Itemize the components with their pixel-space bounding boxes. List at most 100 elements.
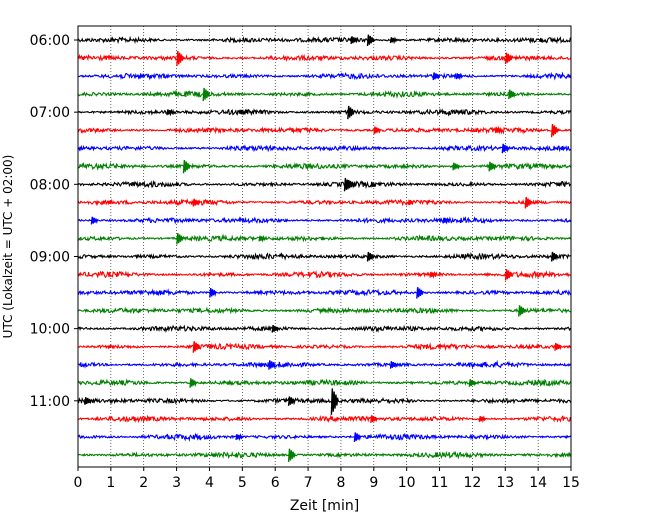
- x-tick-label: 8: [336, 475, 345, 491]
- trace-line: [77, 160, 571, 174]
- x-axis-label: Zeit [min]: [290, 498, 359, 514]
- trace-event: [84, 397, 92, 405]
- y-tick-label: 10:00: [30, 322, 70, 338]
- trace-line: [77, 233, 572, 245]
- trace-event: [192, 198, 201, 207]
- trace-waveform: [78, 414, 572, 423]
- trace-event: [495, 126, 503, 135]
- trace-waveform: [77, 359, 572, 370]
- seismic-traces: [77, 34, 572, 462]
- x-tick-label: 7: [304, 475, 313, 491]
- trace-event: [330, 388, 339, 415]
- y-axis-ticks: 06:00 07:00 08:00 09:00 10:00 11:00: [30, 33, 78, 410]
- x-tick-label: 2: [139, 475, 148, 491]
- trace-waveform: [77, 396, 572, 405]
- trace-event: [432, 72, 441, 81]
- trace-line: [78, 71, 572, 81]
- trace-waveform: [77, 432, 572, 442]
- trace-event: [501, 143, 510, 154]
- trace-event: [182, 160, 191, 174]
- trace-event: [271, 325, 280, 333]
- trace-waveform: [77, 288, 572, 297]
- trace-event: [504, 52, 513, 65]
- trace-event: [429, 271, 437, 279]
- trace-event: [389, 36, 398, 45]
- trace-event: [350, 36, 359, 45]
- x-tick-label: 3: [172, 475, 181, 491]
- trace-event: [166, 108, 174, 117]
- trace-event: [287, 448, 296, 462]
- trace-event: [416, 287, 424, 299]
- trace-line: [77, 378, 572, 388]
- trace-event: [347, 179, 355, 190]
- x-tick-label: 6: [271, 475, 280, 491]
- y-axis-label: UTC (Lokalzeit = UTC + 02:00): [1, 155, 15, 339]
- trace-event: [504, 269, 513, 281]
- trace-event: [353, 432, 362, 442]
- trace-event: [90, 216, 99, 225]
- trace-waveform: [77, 161, 571, 171]
- trace-event: [455, 72, 464, 81]
- trace-event: [550, 251, 559, 262]
- trace-waveform: [77, 324, 572, 334]
- trace-line: [77, 178, 572, 192]
- trace-line: [77, 216, 572, 225]
- trace-event: [508, 89, 516, 100]
- trace-line: [78, 305, 572, 317]
- trace-line: [77, 359, 572, 370]
- trace-waveform: [77, 342, 572, 351]
- x-tick-label: 14: [529, 475, 547, 491]
- trace-line: [77, 448, 572, 462]
- trace-waveform: [77, 144, 572, 153]
- y-tick-label: 11:00: [30, 394, 70, 410]
- trace-line: [77, 341, 572, 353]
- x-tick-label: 4: [205, 475, 214, 491]
- trace-line: [77, 34, 571, 47]
- trace-line: [77, 87, 572, 102]
- trace-waveform: [77, 216, 572, 225]
- trace-line: [77, 251, 572, 262]
- trace-event: [468, 379, 477, 387]
- trace-event: [518, 305, 526, 317]
- trace-event: [347, 105, 355, 120]
- x-tick-label: 10: [398, 475, 416, 491]
- trace-event: [202, 87, 211, 102]
- trace-waveform: [77, 233, 572, 243]
- trace-line: [78, 414, 572, 424]
- x-tick-label: 13: [496, 475, 514, 491]
- trace-event: [370, 415, 378, 423]
- trace-line: [77, 287, 572, 299]
- x-axis-ticks: 0 1 2 3 4 5 6 7 8 9 10 11 12 13 14 15: [74, 467, 580, 491]
- trace-event: [176, 50, 184, 67]
- trace-event: [258, 234, 267, 243]
- trace-waveform: [77, 270, 572, 280]
- trace-event: [176, 233, 184, 245]
- trace-line: [77, 269, 572, 281]
- x-tick-label: 12: [463, 475, 481, 491]
- trace-event: [366, 251, 375, 262]
- trace-line: [77, 196, 572, 209]
- trace-waveform: [77, 251, 572, 261]
- trace-event: [550, 123, 559, 138]
- trace-line: [77, 143, 572, 154]
- trace-event: [268, 360, 276, 370]
- trace-event: [192, 341, 201, 353]
- trace-waveform: [77, 125, 572, 135]
- plot-frame: [77, 25, 572, 468]
- trace-waveform: [78, 71, 572, 81]
- x-tick-label: 11: [431, 475, 449, 491]
- y-tick-label: 06:00: [30, 33, 70, 49]
- trace-waveform: [77, 107, 572, 117]
- x-tick-label: 0: [74, 475, 83, 491]
- trace-line: [77, 50, 572, 67]
- trace-line: [77, 432, 572, 442]
- trace-waveform: [77, 198, 572, 207]
- trace-event: [442, 216, 451, 225]
- trace-event: [524, 196, 533, 209]
- y-tick-label: 09:00: [30, 249, 70, 265]
- trace-event: [554, 343, 562, 351]
- trace-line: [77, 105, 572, 120]
- trace-line: [77, 324, 572, 334]
- trace-event: [235, 433, 243, 442]
- x-tick-label: 1: [106, 475, 115, 491]
